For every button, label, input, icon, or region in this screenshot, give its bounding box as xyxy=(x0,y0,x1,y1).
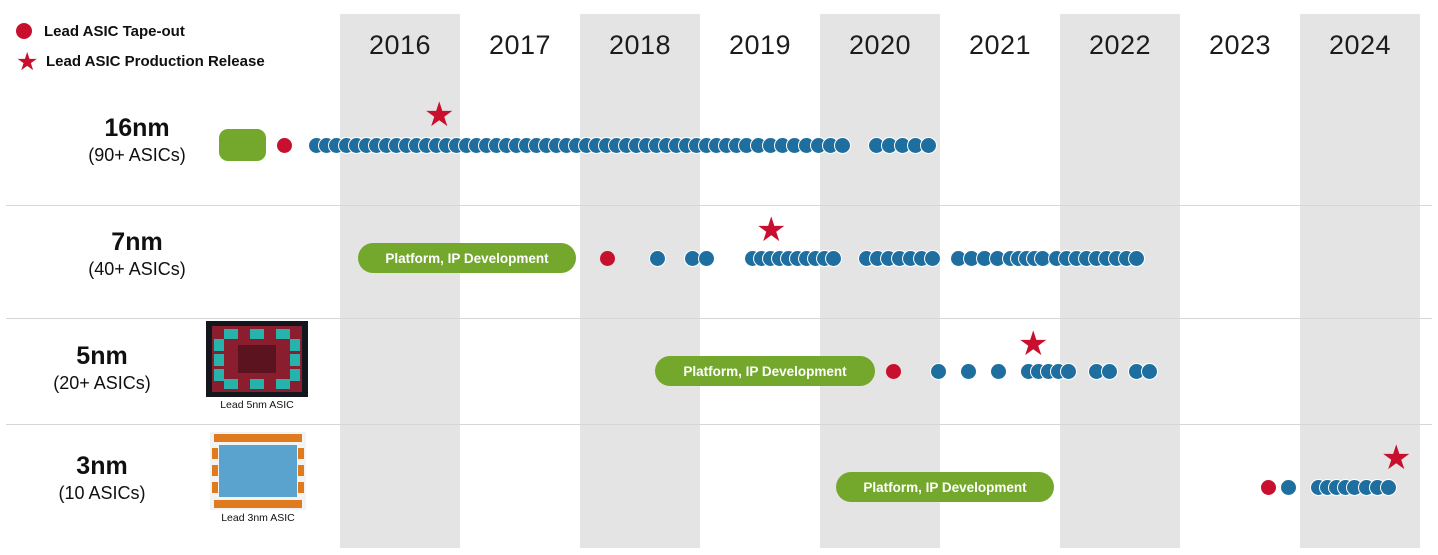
row-label-5nm: 5nm (20+ ASICs) xyxy=(7,342,197,394)
year-band xyxy=(1300,14,1420,548)
production-release-star-icon: ★ xyxy=(16,46,39,76)
tapeout-dot xyxy=(1140,362,1158,380)
tapeout-dot xyxy=(648,249,666,267)
tapeout-dot-icon xyxy=(16,23,32,39)
chip-5nm-caption: Lead 5nm ASIC xyxy=(220,399,294,411)
year-band xyxy=(1060,14,1180,548)
year-label: 2024 xyxy=(1328,30,1392,60)
tapeout-dot xyxy=(1100,362,1118,380)
year-label: 2016 xyxy=(368,30,432,60)
asic-package-icon xyxy=(219,129,266,161)
asic-count-label: (10 ASICs) xyxy=(58,483,146,503)
year-label: 2021 xyxy=(968,30,1032,60)
legend-tapeout-label: Lead ASIC Tape-out xyxy=(44,22,185,40)
year-label: 2022 xyxy=(1088,30,1152,60)
production-release-star: ★ xyxy=(424,95,455,135)
tapeout-dot xyxy=(833,136,851,154)
lead-tapeout-dot xyxy=(276,137,292,153)
year-label: 2019 xyxy=(728,30,792,60)
chip-die-3nm-icon xyxy=(210,432,306,510)
asic-count-label: (40+ ASICs) xyxy=(88,259,186,279)
process-node-label: 3nm xyxy=(76,452,128,480)
process-node-label: 16nm xyxy=(104,114,170,142)
process-node-label: 7nm xyxy=(111,228,163,256)
tapeout-dot xyxy=(923,249,941,267)
row-divider xyxy=(6,318,1432,319)
chip-3nm-caption: Lead 3nm ASIC xyxy=(221,512,295,524)
legend-release-row: ★ Lead ASIC Production Release xyxy=(16,46,265,76)
legend-release-label: Lead ASIC Production Release xyxy=(46,52,265,70)
lead-tapeout-dot xyxy=(885,363,901,379)
platform-ip-pill: Platform, IP Development xyxy=(836,472,1054,502)
legend-tapeout-row: Lead ASIC Tape-out xyxy=(16,16,265,46)
year-band xyxy=(340,14,460,548)
year-band xyxy=(820,14,940,548)
row-divider xyxy=(6,205,1432,206)
tapeout-dot xyxy=(959,362,977,380)
tapeout-dot xyxy=(919,136,937,154)
tapeout-dot xyxy=(1379,478,1397,496)
tapeout-dot xyxy=(929,362,947,380)
tapeout-dot xyxy=(1279,478,1297,496)
year-label: 2017 xyxy=(488,30,552,60)
production-release-star: ★ xyxy=(1018,324,1049,364)
production-release-star: ★ xyxy=(1381,438,1412,478)
year-label: 2023 xyxy=(1208,30,1272,60)
row-divider xyxy=(6,424,1432,425)
tapeout-dot xyxy=(697,249,715,267)
tapeout-dot xyxy=(824,249,842,267)
production-release-star: ★ xyxy=(756,210,787,250)
chip-die-5nm-icon xyxy=(206,321,308,397)
lead-tapeout-dot xyxy=(599,250,615,266)
row-label-16nm: 16nm (90+ ASICs) xyxy=(42,114,232,166)
year-band xyxy=(580,14,700,548)
lead-3nm-asic-figure: Lead 3nm ASIC xyxy=(210,432,306,524)
year-label: 2018 xyxy=(608,30,672,60)
process-node-label: 5nm xyxy=(76,342,128,370)
legend: Lead ASIC Tape-out ★ Lead ASIC Productio… xyxy=(16,16,265,76)
tapeout-dot xyxy=(1127,249,1145,267)
tapeout-dot xyxy=(989,362,1007,380)
lead-tapeout-dot xyxy=(1260,479,1276,495)
lead-5nm-asic-figure: Lead 5nm ASIC xyxy=(206,321,308,411)
row-label-7nm: 7nm (40+ ASICs) xyxy=(42,228,232,280)
asic-count-label: (20+ ASICs) xyxy=(53,373,151,393)
platform-ip-pill: Platform, IP Development xyxy=(655,356,875,386)
asic-count-label: (90+ ASICs) xyxy=(88,145,186,165)
year-label: 2020 xyxy=(848,30,912,60)
platform-ip-pill: Platform, IP Development xyxy=(358,243,576,273)
row-label-3nm: 3nm (10 ASICs) xyxy=(7,452,197,504)
tapeout-dot xyxy=(1059,362,1077,380)
